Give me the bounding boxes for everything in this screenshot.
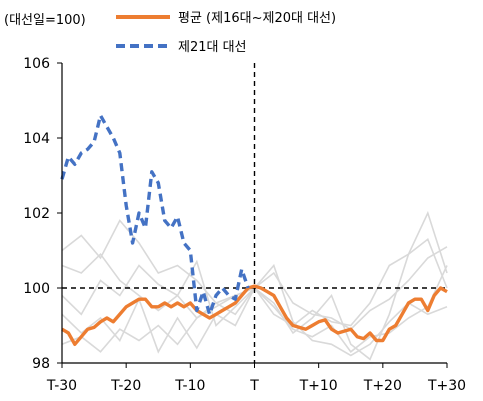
x-tick-label: T+10 (299, 378, 338, 394)
y-tick-label: 100 (23, 281, 50, 297)
x-tick-label: T+30 (427, 378, 466, 394)
series-line-21st-election (60, 113, 250, 316)
x-tick-label: T-10 (174, 378, 205, 394)
series-group (60, 113, 448, 346)
y-axis-unit-label: (대선일=100) (4, 13, 86, 28)
legend-label-average: 평균 (제16대~제20대 대선) (178, 11, 336, 26)
x-axis-ticks: T-30 T-20 T-10 T T+10 T+20 T+30 (46, 363, 466, 394)
legend: 평균 (제16대~제20대 대선) 제21대 대선 (116, 11, 336, 55)
x-tick-label: T-30 (46, 378, 77, 394)
x-tick-label: T+20 (363, 378, 402, 394)
y-tick-label: 98 (32, 356, 50, 372)
y-tick-label: 102 (23, 206, 50, 222)
x-tick-label: T-20 (110, 378, 141, 394)
y-axis-ticks: 106 104 102 100 98 (23, 56, 62, 372)
series-line-average (61, 284, 448, 346)
y-tick-label: 104 (23, 131, 50, 147)
x-tick-label: T (249, 378, 259, 394)
y-tick-label: 106 (23, 56, 50, 72)
legend-label-21st-election: 제21대 대선 (178, 40, 247, 55)
reference-lines (62, 63, 447, 363)
